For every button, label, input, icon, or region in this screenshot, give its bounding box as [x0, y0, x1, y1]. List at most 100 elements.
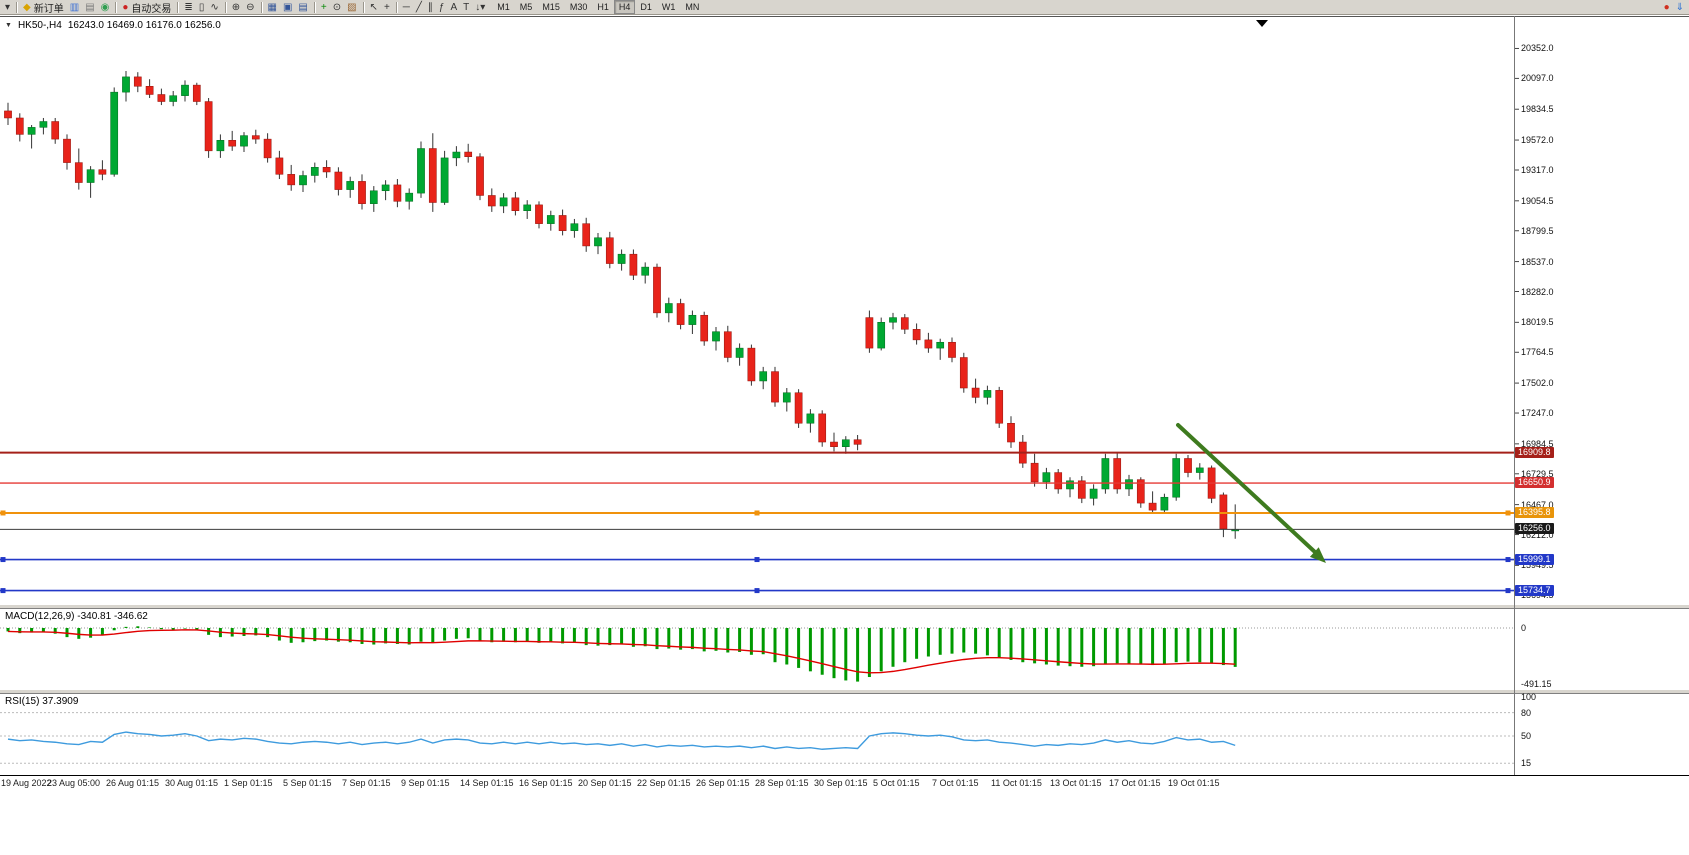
horizontal-line-icon: ─: [402, 1, 410, 13]
panel-divider[interactable]: [0, 604, 1689, 609]
signals-icon-button[interactable]: ◉: [98, 1, 113, 14]
price-tick-label: 19834.5: [1521, 104, 1554, 115]
new-order-button-label: 新订单: [33, 3, 64, 15]
label-button[interactable]: T: [460, 1, 472, 14]
zoom-in-icon: ⊕: [231, 1, 241, 13]
time-axis-label: 30 Sep 01:15: [814, 778, 868, 788]
charts-icon-icon: ▥: [69, 1, 80, 13]
profiles-icon-button[interactable]: ▤: [82, 1, 97, 14]
time-axis-label: 1 Sep 01:15: [224, 778, 273, 788]
toolbar-separator: [313, 1, 315, 13]
horizontal-line-button[interactable]: ─: [400, 1, 413, 14]
trendline-button[interactable]: ╱: [413, 1, 425, 14]
macd-histogram: [0, 626, 1514, 682]
tile-windows-button[interactable]: ▦: [265, 1, 280, 14]
indicators-button[interactable]: +: [318, 1, 330, 14]
zoom-out-icon: ⊖: [246, 1, 255, 13]
price-tick-label: 18282.0: [1521, 286, 1554, 297]
download-icon-button[interactable]: ⇓: [1673, 1, 1687, 14]
charts-icon-button[interactable]: ▥: [67, 1, 82, 14]
time-axis-label: 5 Sep 01:15: [283, 778, 332, 788]
notification-icon-button[interactable]: ●: [1661, 1, 1673, 14]
tile-windows-icon: ▦: [267, 1, 277, 13]
timeframe-h4-button[interactable]: H4: [613, 0, 636, 14]
rsi-scale-label: 50: [1521, 731, 1532, 741]
arrows-button[interactable]: ↓▾: [472, 1, 488, 14]
time-axis-label: 7 Sep 01:15: [342, 778, 391, 788]
price-level-badge: 16909.8: [1515, 446, 1554, 458]
ohlc-values: 16243.0 16469.0 16176.0 16256.0: [67, 20, 221, 31]
main-chart-panel[interactable]: ▼ HK50-,H4 16243.0 16469.0 16176.0 16256…: [0, 16, 1689, 605]
channel-button[interactable]: ∥: [425, 1, 436, 14]
timeframe-h1-button[interactable]: H1: [597, 2, 609, 12]
rsi-panel[interactable]: RSI(15) 37.3909 100 80 50 15: [0, 692, 1689, 776]
timeframe-d1-button[interactable]: D1: [640, 2, 652, 12]
text-button[interactable]: A: [447, 1, 460, 14]
notification-icon-icon: ●: [1663, 1, 1670, 13]
crosshair-button[interactable]: +: [381, 1, 393, 14]
price-tick-label: 16212.0: [1521, 529, 1554, 540]
channel-icon: ∥: [427, 1, 433, 13]
time-axis-label: 22 Sep 01:15: [637, 778, 691, 788]
price-level-badge: 16256.0: [1515, 523, 1554, 535]
time-axis-label: 16 Sep 01:15: [519, 778, 573, 788]
price-tick-label: 19317.0: [1521, 164, 1554, 175]
timeframe-m1-button[interactable]: M1: [497, 2, 510, 12]
timeframe-m5-button[interactable]: M5: [519, 2, 533, 12]
toolbar-separator: [260, 1, 262, 13]
rsi-scale-label: 15: [1521, 758, 1532, 769]
zoom-in-button[interactable]: ⊕: [229, 1, 243, 14]
toolbar-separator: [115, 1, 117, 13]
chart-dropdown-icon[interactable]: ▼: [5, 22, 12, 29]
macd-scale-label: -491.15: [1521, 679, 1552, 689]
timeframe-m30-button[interactable]: M30: [569, 2, 588, 12]
price-level-badge: 16395.8: [1515, 506, 1554, 518]
bottom-strip: [0, 792, 1689, 855]
price-tick-label: 18019.5: [1521, 317, 1554, 328]
macd-label: MACD(12,26,9) -340.81 -346.62: [5, 611, 148, 622]
bar-chart-button[interactable]: ≣: [181, 1, 195, 14]
autotrading-button[interactable]: ● 自动交易: [119, 1, 174, 15]
time-axis-label: 17 Oct 01:15: [1109, 778, 1161, 788]
time-axis-label: 20 Sep 01:15: [578, 778, 632, 788]
panel-divider[interactable]: [0, 689, 1689, 694]
label-icon: T: [463, 1, 470, 13]
candlestick-chart[interactable]: [0, 17, 1689, 605]
price-level-badge: 15734.7: [1515, 584, 1554, 596]
time-axis-label: 7 Oct 01:15: [932, 778, 979, 788]
price-tick-label: 18537.0: [1521, 256, 1554, 267]
timeframe-switcher: M1 M5 M15 M30 H1 H4 D1 W1 MN: [492, 0, 704, 14]
time-axis-label: 14 Sep 01:15: [460, 778, 514, 788]
fibonacci-icon: ƒ: [438, 1, 445, 13]
download-icon-icon: ⇓: [1675, 1, 1684, 13]
line-chart-button[interactable]: ∿: [207, 1, 221, 14]
time-axis-label: 26 Sep 01:15: [696, 778, 750, 788]
chart-shift-marker: [1256, 20, 1268, 27]
timeframe-mn-button[interactable]: MN: [685, 2, 700, 12]
toolbar-separator: [362, 1, 364, 13]
time-axis[interactable]: 19 Aug 2022 23 Aug 05:00 26 Aug 01:15 30 Au…: [0, 776, 1689, 792]
macd-panel[interactable]: MACD(12,26,9) -340.81 -346.62 0 -491.15: [0, 609, 1689, 690]
price-tick-label: 17247.0: [1521, 408, 1554, 419]
new-order-button[interactable]: ◆ 新订单: [20, 1, 67, 15]
cascade-windows-button[interactable]: ▣: [280, 1, 295, 14]
zoom-out-button[interactable]: ⊖: [243, 1, 257, 14]
autotrading-icon: ●: [122, 1, 129, 13]
price-tick-label: 19572.0: [1521, 135, 1554, 146]
chart-menu-icon: ▾: [5, 1, 11, 13]
templates-button[interactable]: ▨: [344, 1, 359, 14]
arrange-windows-button[interactable]: ▤: [295, 1, 310, 14]
periods-button[interactable]: ⊙: [330, 1, 344, 14]
time-axis-label: 26 Aug 01:15: [106, 778, 160, 788]
candlestick-chart-button[interactable]: ▯: [196, 1, 208, 14]
trend-arrow-annotation: [1176, 423, 1318, 555]
timeframe-m15-button[interactable]: M15: [542, 2, 560, 12]
timeframe-w1-button[interactable]: W1: [661, 2, 676, 12]
price-tick-label: 16984.5: [1521, 438, 1554, 449]
toolbar: ▾ ◆ 新订单 ▥ ▤ ◉ ● 自动交易 ≣ ▯ ∿ ⊕ ⊖ ▦ ▣ ▤ + ⊙ ▨ ↖ + ─ ╱ ∥ ƒ A T ↓▾ M1 M5 M1…: [0, 0, 1689, 15]
macd-scale-label: 0: [1521, 623, 1527, 633]
time-axis-label: 28 Sep 01:15: [755, 778, 809, 788]
cursor-button[interactable]: ↖: [367, 1, 381, 14]
chart-menu-button[interactable]: ▾: [2, 1, 13, 14]
fibonacci-button[interactable]: ƒ: [436, 1, 448, 14]
